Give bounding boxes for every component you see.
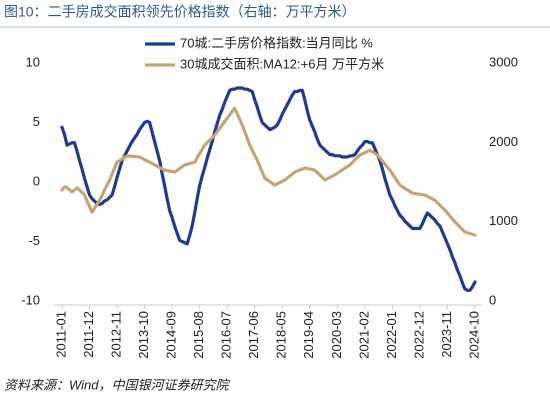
x-tick-label: 2011-01 — [53, 311, 68, 358]
x-tick-label: 2013-10 — [136, 311, 151, 359]
source: 资料来源：Wind，中国银河证券研究院 — [4, 377, 231, 392]
y2-tick-label: 2000 — [489, 134, 518, 149]
x-tick-label: 2012-11 — [109, 311, 124, 358]
x-tick-label: 2017-06 — [246, 311, 261, 359]
x-tick-label: 2019-04 — [301, 311, 316, 359]
x-tick-label: 2022-01 — [384, 311, 399, 359]
x-tick-label: 2015-08 — [191, 311, 206, 359]
y2-tick-label: 1000 — [489, 213, 518, 228]
y-tick-label: 5 — [33, 114, 40, 129]
x-tick-label: 2011-12 — [81, 311, 96, 358]
x-tick-label: 2023-11 — [439, 311, 454, 358]
y-tick-label: -5 — [28, 233, 40, 248]
legend-label: 70城:二手房价格指数:当月同比 % — [180, 35, 373, 50]
legend-label: 30城成交面积:MA12:+6月 万平方米 — [180, 56, 384, 71]
x-tick-label: 2021-02 — [356, 311, 371, 359]
series-line — [60, 86, 477, 292]
x-tick-label: 2020-03 — [329, 311, 344, 359]
x-tick-label: 2018-05 — [274, 311, 289, 359]
x-tick-label: 2022-12 — [411, 311, 426, 359]
y-tick-label: 10 — [26, 54, 40, 69]
y-tick-label: -10 — [21, 292, 40, 307]
chart-title: 图10：二手房成交面积领先价格指数（右轴：万平方米） — [4, 4, 356, 20]
series-line — [60, 106, 477, 237]
y2-tick-label: 0 — [489, 292, 496, 307]
y2-tick-label: 3000 — [489, 54, 518, 69]
x-tick-label: 2024-10 — [466, 311, 481, 359]
y-tick-label: 0 — [33, 173, 40, 188]
x-tick-label: 2014-09 — [164, 311, 179, 359]
x-tick-label: 2016-07 — [219, 311, 234, 359]
